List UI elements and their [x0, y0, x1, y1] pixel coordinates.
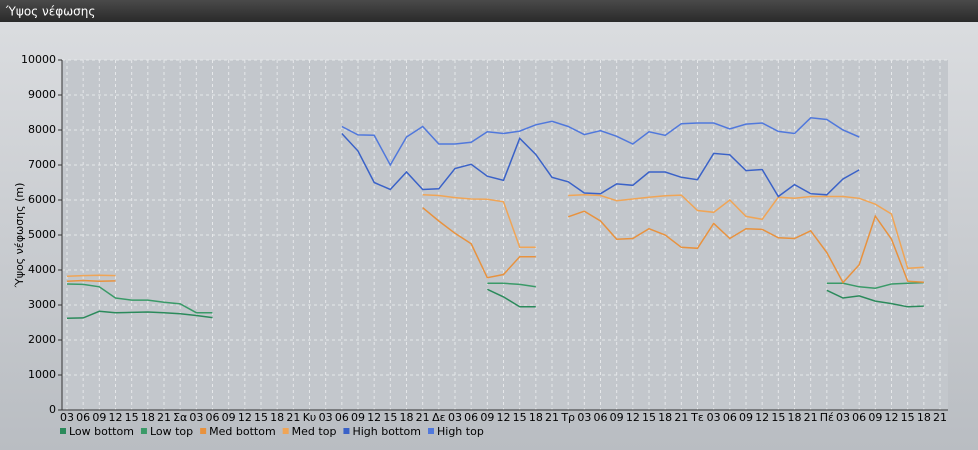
x-tick-label: 09 — [92, 411, 106, 424]
legend-label: High top — [437, 425, 484, 438]
legend-label: Med bottom — [209, 425, 276, 438]
x-tick-label: 03 — [836, 411, 850, 424]
x-tick-label: 06 — [464, 411, 478, 424]
series-line — [66, 288, 924, 320]
x-tick-label: 06 — [723, 411, 737, 424]
x-tick-label: 15 — [642, 411, 656, 424]
y-tick-label: 3000 — [28, 298, 56, 311]
legend-marker — [428, 428, 434, 434]
series-line — [341, 117, 860, 167]
x-tick-label: 18 — [788, 411, 802, 424]
x-tick-label: 03 — [60, 411, 74, 424]
x-tick-label: 15 — [125, 411, 139, 424]
x-tick-label: 12 — [238, 411, 252, 424]
x-tick-label: 15 — [771, 411, 785, 424]
x-tick-label: 21 — [674, 411, 688, 424]
x-tick-label: 15 — [254, 411, 268, 424]
x-tick-label: Πέ — [820, 411, 834, 424]
x-tick-label: 06 — [335, 411, 349, 424]
x-tick-label: 21 — [286, 411, 300, 424]
x-tick-label: 18 — [658, 411, 672, 424]
y-tick-label: 9000 — [28, 88, 56, 101]
x-tick-label: 12 — [109, 411, 123, 424]
x-tick-label: 09 — [610, 411, 624, 424]
x-tick-label: 03 — [707, 411, 721, 424]
x-tick-label: 21 — [157, 411, 171, 424]
window-title: Ύψος νέφωσης — [5, 5, 95, 19]
y-tick-label: 8000 — [28, 123, 56, 136]
legend-label: Low bottom — [69, 425, 134, 438]
x-tick-label: 03 — [448, 411, 462, 424]
x-tick-label: 06 — [206, 411, 220, 424]
x-tick-label: 06 — [594, 411, 608, 424]
title-bar — [0, 0, 978, 22]
legend-marker — [60, 428, 66, 434]
series-line — [66, 207, 924, 284]
x-tick-label: 15 — [383, 411, 397, 424]
x-tick-label: 06 — [76, 411, 90, 424]
y-tick-label: 4000 — [28, 263, 56, 276]
x-tick-label: 21 — [416, 411, 430, 424]
series-line — [341, 132, 860, 198]
x-tick-label: 06 — [852, 411, 866, 424]
y-tick-label: 1000 — [28, 368, 56, 381]
y-tick-label: 6000 — [28, 193, 56, 206]
x-tick-label: 21 — [804, 411, 818, 424]
legend-marker — [200, 428, 207, 434]
x-tick-label: 18 — [141, 411, 155, 424]
x-tick-label: Δε — [432, 411, 446, 424]
legend-marker — [343, 428, 350, 434]
x-tick-label: 12 — [885, 411, 899, 424]
x-tick-label: 03 — [189, 411, 203, 424]
x-tick-label: 18 — [529, 411, 543, 424]
x-tick-label: 18 — [270, 411, 284, 424]
legend-label: High bottom — [352, 425, 421, 438]
x-tick-label: 09 — [222, 411, 236, 424]
x-tick-label: 21 — [545, 411, 559, 424]
y-axis-label: Ύψος νέφωσης (m) — [13, 183, 26, 289]
x-tick-label: Τρ — [560, 411, 575, 424]
y-tick-label: 5000 — [28, 228, 56, 241]
x-tick-label: 15 — [901, 411, 915, 424]
x-tick-label: 09 — [868, 411, 882, 424]
x-tick-label: 03 — [319, 411, 333, 424]
y-tick-label: 7000 — [28, 158, 56, 171]
legend-marker — [282, 428, 289, 434]
x-tick-label: Σα — [173, 411, 187, 424]
x-tick-label: 09 — [739, 411, 753, 424]
x-tick-label: 03 — [577, 411, 591, 424]
legend-label: Med top — [292, 425, 337, 438]
legend-marker — [140, 428, 147, 434]
x-tick-label: 21 — [933, 411, 947, 424]
x-tick-label: 12 — [626, 411, 640, 424]
x-tick-label: 09 — [480, 411, 494, 424]
y-tick-label: 0 — [49, 403, 56, 416]
x-tick-label: 12 — [367, 411, 381, 424]
x-tick-label: 18 — [400, 411, 414, 424]
x-tick-label: 18 — [917, 411, 931, 424]
y-tick-label: 10000 — [21, 53, 56, 66]
x-tick-label: 15 — [513, 411, 527, 424]
legend-label: Low top — [150, 425, 193, 438]
x-tick-label: Τε — [690, 411, 704, 424]
x-tick-label: 12 — [497, 411, 511, 424]
x-tick-label: 12 — [755, 411, 769, 424]
y-tick-label: 2000 — [28, 333, 56, 346]
series-line — [66, 194, 924, 278]
x-tick-label: Κυ — [303, 411, 317, 424]
x-tick-label: 09 — [351, 411, 365, 424]
